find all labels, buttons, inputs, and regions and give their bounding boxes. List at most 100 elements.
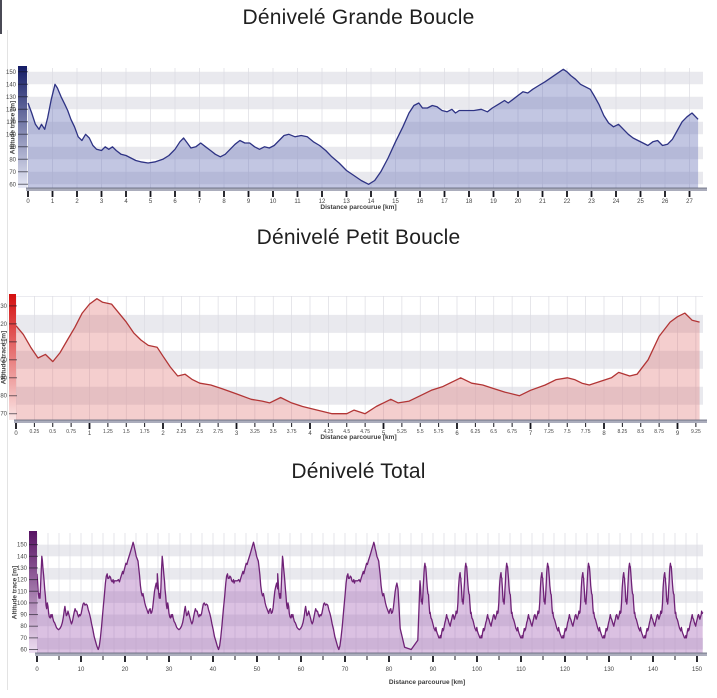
svg-text:90: 90 bbox=[430, 667, 437, 673]
svg-text:0: 0 bbox=[26, 199, 30, 205]
x-axis-label-total: Distance parcourue [km] bbox=[388, 679, 466, 686]
stripes bbox=[37, 544, 703, 650]
svg-text:110: 110 bbox=[0, 340, 8, 346]
elevation-line bbox=[27, 68, 699, 185]
svg-text:1.75: 1.75 bbox=[140, 429, 150, 435]
svg-text:8.75: 8.75 bbox=[654, 429, 664, 435]
svg-text:8: 8 bbox=[222, 199, 226, 205]
svg-text:70: 70 bbox=[0, 412, 7, 418]
svg-text:9: 9 bbox=[247, 199, 251, 205]
svg-text:140: 140 bbox=[6, 82, 17, 88]
svg-text:22: 22 bbox=[564, 199, 571, 205]
svg-text:3: 3 bbox=[235, 431, 239, 437]
svg-text:130: 130 bbox=[604, 667, 615, 673]
svg-text:4: 4 bbox=[124, 199, 128, 205]
svg-text:2.25: 2.25 bbox=[177, 429, 187, 435]
y-axis-label-grande: Altitude trace [m] bbox=[9, 100, 17, 155]
svg-text:80: 80 bbox=[0, 394, 7, 400]
svg-text:70: 70 bbox=[9, 170, 16, 176]
svg-text:110: 110 bbox=[516, 667, 526, 673]
svg-text:90: 90 bbox=[9, 145, 16, 151]
svg-text:5.5: 5.5 bbox=[417, 429, 424, 435]
svg-text:100: 100 bbox=[0, 358, 8, 364]
svg-text:13: 13 bbox=[343, 199, 350, 205]
svg-text:50: 50 bbox=[254, 667, 261, 673]
svg-text:10: 10 bbox=[270, 199, 277, 205]
svg-text:7.5: 7.5 bbox=[564, 429, 571, 435]
svg-text:3: 3 bbox=[100, 199, 104, 205]
svg-text:5: 5 bbox=[382, 431, 386, 437]
elevation-area bbox=[16, 298, 700, 420]
svg-text:16: 16 bbox=[417, 199, 424, 205]
svg-text:0: 0 bbox=[35, 667, 39, 673]
chart-title-grande-boucle: Dénivelé Grande Boucle bbox=[242, 6, 475, 29]
svg-text:7.75: 7.75 bbox=[581, 429, 591, 435]
svg-text:100: 100 bbox=[17, 601, 28, 607]
svg-text:0: 0 bbox=[14, 431, 18, 437]
svg-text:4: 4 bbox=[308, 431, 312, 437]
y-axis: 150 140 130 120 110 100 90 80 70 60 bbox=[6, 70, 28, 188]
svg-text:12: 12 bbox=[319, 199, 326, 205]
svg-text:3.75: 3.75 bbox=[287, 429, 297, 435]
svg-text:150: 150 bbox=[6, 70, 17, 76]
x-axis: 0 0.25 0.5 0.75 1 1.25 1.5 1.75 2 2.25 2.5 2.75 3 3.2… bbox=[14, 423, 701, 437]
svg-text:4.5: 4.5 bbox=[343, 429, 350, 435]
x-axis-label-petit: Distance parcourue [km] bbox=[320, 434, 397, 441]
svg-text:6.75: 6.75 bbox=[507, 429, 517, 435]
svg-text:60: 60 bbox=[9, 182, 16, 188]
x-gridlines bbox=[27, 68, 690, 188]
svg-text:9: 9 bbox=[676, 431, 680, 437]
x-axis-label-grande: Distance parcourue [km] bbox=[320, 204, 397, 211]
svg-text:8.5: 8.5 bbox=[637, 429, 644, 435]
stripes bbox=[28, 71, 703, 185]
svg-text:150: 150 bbox=[17, 543, 28, 549]
x-gridlines bbox=[15, 296, 697, 420]
svg-text:5.75: 5.75 bbox=[434, 429, 444, 435]
x-axis-line bbox=[26, 188, 707, 191]
svg-text:1.25: 1.25 bbox=[103, 429, 113, 435]
svg-text:130: 130 bbox=[17, 566, 28, 572]
svg-text:1.5: 1.5 bbox=[123, 429, 130, 435]
svg-text:24: 24 bbox=[613, 199, 620, 205]
svg-text:23: 23 bbox=[588, 199, 595, 205]
svg-text:3.5: 3.5 bbox=[270, 429, 277, 435]
x-axis-line bbox=[14, 420, 707, 423]
elevation-area bbox=[37, 542, 703, 653]
chart-title-total: Dénivelé Total bbox=[291, 460, 426, 483]
svg-text:19: 19 bbox=[490, 199, 497, 205]
altitude-color-scale bbox=[9, 294, 16, 420]
svg-text:90: 90 bbox=[0, 376, 7, 382]
svg-text:17: 17 bbox=[441, 199, 448, 205]
svg-text:14: 14 bbox=[368, 199, 375, 205]
svg-text:60: 60 bbox=[20, 648, 27, 654]
petit-boucle-elevation-chart: 130 120 110 100 90 80 70 0 0.25 0.5 0.75 1 1.25 1.5 1.… bbox=[0, 294, 707, 437]
svg-text:21: 21 bbox=[539, 199, 546, 205]
svg-text:80: 80 bbox=[386, 667, 393, 673]
svg-text:15: 15 bbox=[392, 199, 399, 205]
svg-text:60: 60 bbox=[298, 667, 305, 673]
svg-text:6: 6 bbox=[455, 431, 459, 437]
svg-text:1: 1 bbox=[51, 199, 55, 205]
svg-text:30: 30 bbox=[166, 667, 173, 673]
svg-text:4.75: 4.75 bbox=[360, 429, 370, 435]
svg-text:120: 120 bbox=[6, 107, 17, 113]
svg-text:3.25: 3.25 bbox=[250, 429, 260, 435]
svg-text:7: 7 bbox=[529, 431, 533, 437]
svg-text:0.25: 0.25 bbox=[30, 429, 40, 435]
y-axis-label-total: Altitude trace [m] bbox=[11, 565, 19, 620]
svg-text:0.75: 0.75 bbox=[66, 429, 76, 435]
altitude-color-scale bbox=[18, 66, 27, 188]
svg-text:100: 100 bbox=[472, 667, 483, 673]
screen-edge-artifact bbox=[0, 0, 2, 34]
svg-text:70: 70 bbox=[20, 636, 27, 642]
svg-text:9.25: 9.25 bbox=[691, 429, 701, 435]
left-border-line bbox=[7, 30, 8, 690]
svg-text:5.25: 5.25 bbox=[397, 429, 407, 435]
svg-text:10: 10 bbox=[78, 667, 85, 673]
y-axis: 150 140 130 120 110 100 90 80 70 60 bbox=[17, 543, 38, 654]
svg-text:18: 18 bbox=[466, 199, 473, 205]
svg-text:20: 20 bbox=[122, 667, 129, 673]
total-elevation-chart: 150 140 130 120 110 100 90 80 70 60 0 10 20 30 40 50 60 7… bbox=[17, 531, 707, 673]
